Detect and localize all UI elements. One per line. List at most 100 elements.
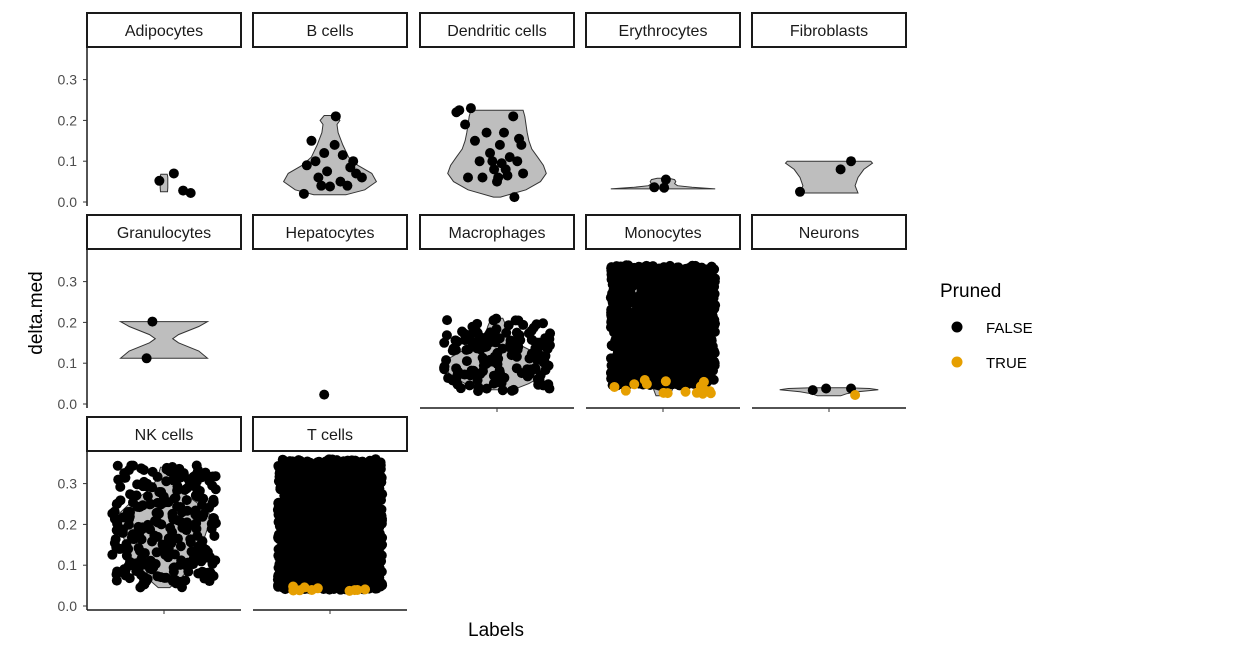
point-false (330, 538, 341, 549)
point-false (191, 518, 202, 529)
panel-dendritic-cells: Dendritic cells (419, 12, 575, 203)
point-false (319, 389, 330, 400)
point-false (191, 460, 202, 471)
point-false (508, 111, 519, 122)
point-false (152, 517, 163, 528)
point-false (154, 175, 165, 186)
point-false (350, 480, 361, 491)
point-false (370, 563, 381, 574)
point-true (360, 584, 371, 595)
y-axis-title: delta.med (26, 271, 47, 354)
point-false (441, 330, 452, 341)
point-false (676, 367, 687, 378)
point-false (623, 319, 634, 330)
point-false (112, 566, 123, 577)
point-false (509, 192, 520, 203)
point-false (342, 180, 353, 191)
point-false (683, 327, 694, 338)
point-false (658, 361, 669, 372)
point-false (115, 481, 126, 492)
point-false (374, 528, 385, 539)
point-false (280, 507, 291, 518)
point-false (629, 331, 640, 342)
point-false (673, 281, 684, 292)
y-tick-label: 0.3 (58, 476, 78, 492)
point-false (134, 545, 145, 556)
panel-monocytes: Monocytes (585, 214, 741, 412)
point-false (286, 481, 297, 492)
point-false (343, 567, 354, 578)
point-false (308, 528, 319, 539)
point-true (641, 379, 652, 390)
point-false (655, 334, 666, 345)
point-false (316, 514, 327, 525)
y-tick-label: 0.1 (58, 355, 78, 371)
point-false (208, 519, 219, 530)
point-false (147, 316, 158, 327)
point-false (708, 345, 719, 356)
point-true (699, 384, 710, 395)
point-false (275, 497, 286, 508)
point-false (686, 374, 697, 385)
y-tick-label: 0.2 (58, 314, 78, 330)
violin-granulocytes (118, 321, 210, 359)
point-false (674, 380, 685, 391)
point-false (316, 180, 327, 191)
point-true (312, 583, 323, 594)
point-false (197, 566, 208, 577)
point-false (807, 385, 818, 396)
point-false (275, 529, 286, 540)
legend-key-false (951, 321, 963, 333)
point-false (324, 454, 335, 465)
point-false (291, 507, 302, 518)
point-false (673, 358, 684, 369)
point-false (178, 185, 189, 196)
point-false (672, 324, 683, 335)
point-false (139, 579, 150, 590)
panel-b-cells: B cells (252, 12, 408, 199)
point-false (348, 156, 359, 167)
point-false (350, 462, 361, 473)
violin-fibroblasts (784, 160, 874, 194)
point-false (363, 492, 374, 503)
point-false (322, 166, 333, 177)
panel-fibroblasts: Fibroblasts (751, 12, 907, 197)
point-false (363, 468, 374, 479)
point-false (183, 566, 194, 577)
panel-macrophages: Macrophages (419, 214, 575, 412)
point-false (278, 559, 289, 570)
strip-label-erythrocytes: Erythrocytes (619, 23, 708, 40)
point-false (168, 562, 179, 573)
point-false (505, 339, 516, 350)
point-false (313, 464, 324, 475)
point-false (172, 501, 183, 512)
point-false (127, 529, 138, 540)
point-false (163, 552, 174, 563)
point-false (690, 319, 701, 330)
point-false (644, 303, 655, 314)
point-false (661, 298, 672, 309)
point-false (639, 344, 650, 355)
point-false (144, 563, 155, 574)
point-false (504, 152, 515, 163)
point-false (352, 472, 363, 483)
point-false (450, 344, 461, 355)
point-false (465, 103, 476, 114)
point-false (288, 496, 299, 507)
strip-granulocytes (86, 214, 242, 250)
point-false (319, 565, 330, 576)
point-false (649, 182, 660, 193)
point-false (460, 119, 471, 130)
point-true (620, 385, 631, 396)
point-false (301, 566, 312, 577)
point-false (481, 341, 492, 352)
legend-key-true (951, 356, 963, 368)
point-false (358, 545, 369, 556)
point-false (365, 531, 376, 542)
point-false (356, 172, 367, 183)
point-false (442, 315, 453, 326)
point-false (325, 181, 335, 192)
point-false (481, 383, 492, 394)
point-false (644, 283, 655, 294)
